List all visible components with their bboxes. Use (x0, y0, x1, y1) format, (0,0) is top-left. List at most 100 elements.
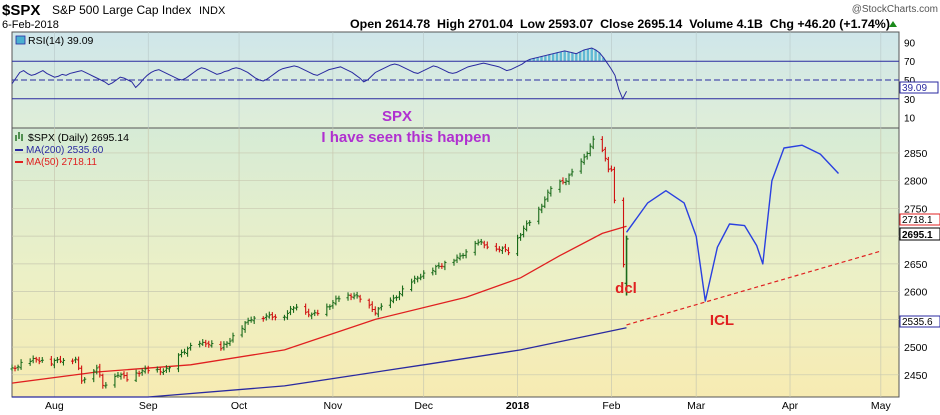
price-bar (588, 143, 592, 157)
price-bar (397, 291, 402, 301)
price-bar (210, 340, 214, 348)
price-bar (252, 316, 256, 325)
price-bar (419, 273, 423, 281)
icl-trendline (626, 250, 881, 326)
price-bar (540, 203, 544, 214)
x-tick-label: 2018 (506, 400, 530, 412)
price-bar (28, 358, 32, 366)
annotation-icl: ICL (710, 312, 734, 329)
price-bar (55, 356, 60, 364)
ma50-value-tag: 2718.1 (899, 213, 940, 226)
price-bar (549, 186, 553, 197)
price-bar (288, 305, 293, 316)
price-bar (80, 365, 84, 384)
price-bar (10, 364, 14, 371)
price-bar (485, 241, 489, 250)
price-bar (95, 364, 99, 375)
close-value-tag: 2695.1 (899, 227, 940, 241)
price-bar (394, 295, 399, 301)
price-bar (294, 303, 299, 311)
price-bar (570, 168, 574, 177)
annotation-title-spx: SPX (382, 108, 412, 125)
watermark: @StockCharts.com (852, 4, 938, 15)
price-bar (431, 267, 435, 276)
rsi-legend-label: RSI(14) 39.09 (28, 35, 94, 47)
price-bar (422, 270, 426, 279)
price-bar (379, 303, 383, 311)
price-panel-bg (11, 127, 900, 398)
price-bar (49, 355, 53, 367)
price-bar (125, 372, 129, 382)
price-bar (137, 370, 141, 377)
x-tick-label: Aug (45, 400, 64, 412)
price-bar (119, 372, 123, 380)
price-bar (182, 348, 187, 355)
x-tick-label: Sep (139, 400, 158, 412)
price-bar (388, 297, 393, 309)
price-bar (31, 355, 35, 364)
price-bar (37, 357, 41, 365)
price-bar (373, 306, 377, 316)
price-bar (500, 246, 505, 254)
price-bar (473, 240, 477, 256)
price-bar (116, 372, 120, 378)
price-bar (143, 365, 147, 374)
price-legend: $SPX (Daily) 2695.14 MA(200) 2535.60 MA(… (15, 132, 129, 168)
rsi-tick-label: 30 (904, 95, 916, 106)
ma200-legend-label: MA(200) 2535.60 (26, 145, 104, 156)
price-tick-label: 2600 (904, 287, 928, 299)
price-bar (13, 365, 17, 372)
forecast-path (625, 144, 840, 302)
price-bar (198, 340, 202, 348)
rsi-tick-label: 90 (904, 38, 916, 49)
price-bar (58, 355, 63, 364)
price-bar (591, 135, 595, 150)
price-bar (73, 356, 78, 364)
price-bar (291, 305, 296, 313)
exchange: INDX (199, 5, 226, 17)
rsi-value-tag: 39.09 (899, 81, 939, 94)
price-bar (585, 151, 589, 160)
price-bar (337, 295, 341, 302)
price-bar (603, 146, 607, 162)
price-bar (231, 332, 235, 343)
x-tick-label: Dec (414, 400, 433, 412)
chart-date: 6-Feb-2018 (2, 19, 59, 31)
price-bar (609, 165, 614, 172)
rsi-tick-label: 70 (904, 57, 916, 68)
price-bar (497, 246, 501, 253)
price-bar (243, 321, 247, 333)
price-bar (304, 303, 308, 315)
price-bar (370, 301, 374, 313)
price-bar (207, 340, 211, 348)
price-bar (367, 298, 371, 309)
close-value-tag-text: 2695.1 (902, 230, 933, 241)
ma200-line (12, 327, 627, 398)
price-bar (334, 295, 338, 306)
price-bar (113, 373, 117, 388)
price-bar (606, 156, 610, 173)
price-bar (567, 173, 571, 185)
ma200-value-tag: 2535.6 (899, 315, 940, 328)
price-bar (410, 278, 414, 292)
price-bar (543, 196, 547, 209)
price-bar (267, 311, 271, 319)
price-bars (10, 135, 629, 389)
price-bar (464, 249, 468, 259)
price-bar (101, 373, 105, 389)
price-bar (612, 166, 617, 204)
x-tick-labels: Aug Sep Oct Nov Dec 2018 Feb Mar Apr May (45, 400, 891, 412)
price-bar (249, 316, 253, 323)
rsi-line (11, 47, 627, 100)
price-bar (416, 275, 420, 283)
annotation-subtitle: I have seen this happen (321, 129, 490, 146)
price-bar (506, 247, 511, 256)
symbol: $SPX (2, 2, 40, 19)
price-bar (482, 240, 486, 249)
price-bar (282, 314, 287, 321)
price-bar (579, 158, 583, 174)
price-bar (52, 358, 56, 369)
x-tick-label: Apr (782, 400, 799, 412)
price-bar (310, 312, 314, 320)
rsi-tick-label: 10 (904, 114, 916, 125)
